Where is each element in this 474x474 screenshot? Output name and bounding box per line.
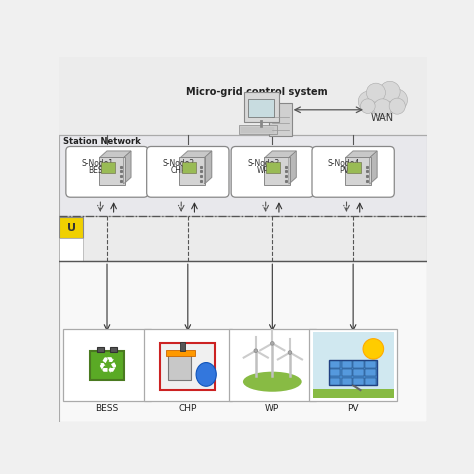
FancyBboxPatch shape (354, 369, 365, 376)
FancyBboxPatch shape (329, 378, 340, 385)
Circle shape (271, 342, 274, 345)
FancyBboxPatch shape (345, 156, 371, 185)
Text: WAN: WAN (371, 113, 394, 123)
Circle shape (288, 351, 292, 355)
Polygon shape (346, 151, 377, 158)
FancyBboxPatch shape (231, 146, 313, 197)
FancyBboxPatch shape (90, 350, 124, 380)
FancyBboxPatch shape (329, 369, 340, 376)
FancyBboxPatch shape (228, 329, 316, 401)
FancyBboxPatch shape (168, 354, 191, 380)
FancyBboxPatch shape (160, 343, 215, 390)
Circle shape (380, 82, 400, 102)
FancyBboxPatch shape (166, 350, 195, 356)
Polygon shape (289, 151, 296, 184)
Circle shape (389, 98, 405, 114)
FancyBboxPatch shape (365, 378, 376, 385)
Text: S-Node2: S-Node2 (163, 159, 195, 168)
FancyBboxPatch shape (313, 389, 393, 398)
FancyBboxPatch shape (354, 378, 365, 385)
FancyBboxPatch shape (329, 360, 377, 385)
FancyBboxPatch shape (244, 92, 279, 122)
Text: WP: WP (257, 166, 269, 175)
FancyBboxPatch shape (59, 218, 83, 237)
FancyBboxPatch shape (347, 162, 361, 173)
FancyBboxPatch shape (354, 361, 365, 368)
FancyBboxPatch shape (312, 146, 394, 197)
Text: U: U (67, 222, 76, 233)
FancyBboxPatch shape (64, 329, 151, 401)
FancyBboxPatch shape (365, 369, 376, 376)
Polygon shape (370, 151, 377, 184)
FancyBboxPatch shape (310, 329, 397, 401)
Text: CHP: CHP (179, 404, 197, 412)
FancyBboxPatch shape (329, 361, 340, 368)
FancyBboxPatch shape (266, 162, 281, 173)
Text: BESS: BESS (95, 404, 118, 412)
Circle shape (366, 83, 385, 102)
Text: S-Node1: S-Node1 (82, 159, 114, 168)
FancyBboxPatch shape (179, 156, 205, 185)
FancyBboxPatch shape (59, 136, 427, 216)
Ellipse shape (243, 372, 301, 392)
FancyBboxPatch shape (66, 146, 148, 197)
Ellipse shape (196, 363, 216, 386)
Text: BESS: BESS (88, 166, 108, 175)
Text: Micro-grid control system: Micro-grid control system (186, 87, 328, 97)
FancyBboxPatch shape (342, 369, 352, 376)
FancyBboxPatch shape (59, 237, 83, 261)
Polygon shape (124, 151, 131, 184)
FancyBboxPatch shape (182, 162, 196, 173)
FancyBboxPatch shape (313, 332, 393, 398)
Circle shape (360, 99, 375, 113)
FancyBboxPatch shape (269, 103, 292, 137)
FancyBboxPatch shape (238, 125, 277, 134)
FancyBboxPatch shape (342, 361, 352, 368)
FancyBboxPatch shape (146, 146, 229, 197)
FancyBboxPatch shape (59, 216, 427, 261)
Polygon shape (100, 151, 131, 158)
FancyBboxPatch shape (144, 329, 231, 401)
FancyBboxPatch shape (99, 156, 125, 185)
Text: CHP: CHP (171, 166, 186, 175)
FancyBboxPatch shape (342, 378, 352, 385)
Text: PV: PV (347, 404, 359, 412)
FancyBboxPatch shape (264, 156, 290, 185)
FancyBboxPatch shape (97, 347, 104, 352)
FancyBboxPatch shape (59, 57, 427, 136)
Text: PV: PV (339, 166, 349, 175)
FancyBboxPatch shape (110, 347, 117, 352)
Polygon shape (204, 151, 212, 184)
Circle shape (369, 89, 396, 117)
Circle shape (374, 99, 392, 117)
Text: WP: WP (265, 404, 280, 412)
FancyBboxPatch shape (365, 361, 376, 368)
Text: ♻: ♻ (97, 357, 117, 377)
FancyBboxPatch shape (59, 261, 427, 422)
Text: S-Node3: S-Node3 (247, 159, 279, 168)
Circle shape (363, 338, 383, 359)
Text: S-Node4: S-Node4 (328, 159, 360, 168)
Polygon shape (181, 151, 212, 158)
FancyBboxPatch shape (248, 99, 274, 117)
FancyBboxPatch shape (101, 162, 115, 173)
Circle shape (358, 91, 379, 112)
FancyBboxPatch shape (181, 342, 185, 351)
Circle shape (254, 349, 257, 353)
Polygon shape (265, 151, 296, 158)
Circle shape (385, 89, 408, 111)
Text: Station Network: Station Network (63, 137, 141, 146)
